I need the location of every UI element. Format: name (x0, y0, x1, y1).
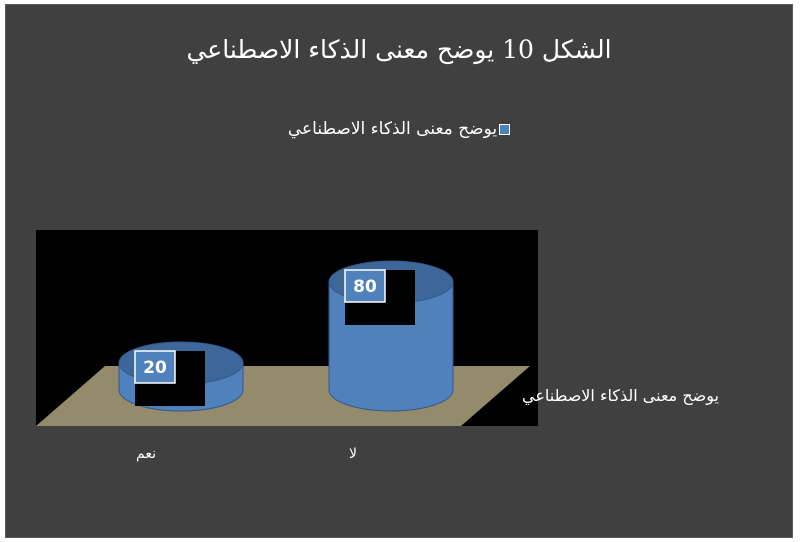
data-label-box-0 (134, 350, 176, 384)
data-label-box-1 (344, 269, 386, 303)
chart-legend: يوضح معنى الذكاء الاصطناعي (6, 119, 792, 139)
bar-1: 80 (328, 260, 454, 412)
category-label-0: نعم (136, 446, 156, 462)
chart-title: الشكل 10 يوضح معنى الذكاء الاصطناعي (186, 35, 612, 64)
legend-entry-label: يوضح معنى الذكاء الاصطناعي (287, 119, 498, 139)
data-label-1: 80 (353, 277, 377, 297)
series-axis-label: يوضح معنى الذكاء الاصطناعي (522, 386, 719, 405)
legend-swatch (499, 123, 511, 135)
data-label-0: 20 (143, 358, 167, 378)
chart-floor (36, 366, 530, 426)
bar-0: 20 (118, 341, 244, 412)
category-label-1: لا (349, 446, 357, 462)
